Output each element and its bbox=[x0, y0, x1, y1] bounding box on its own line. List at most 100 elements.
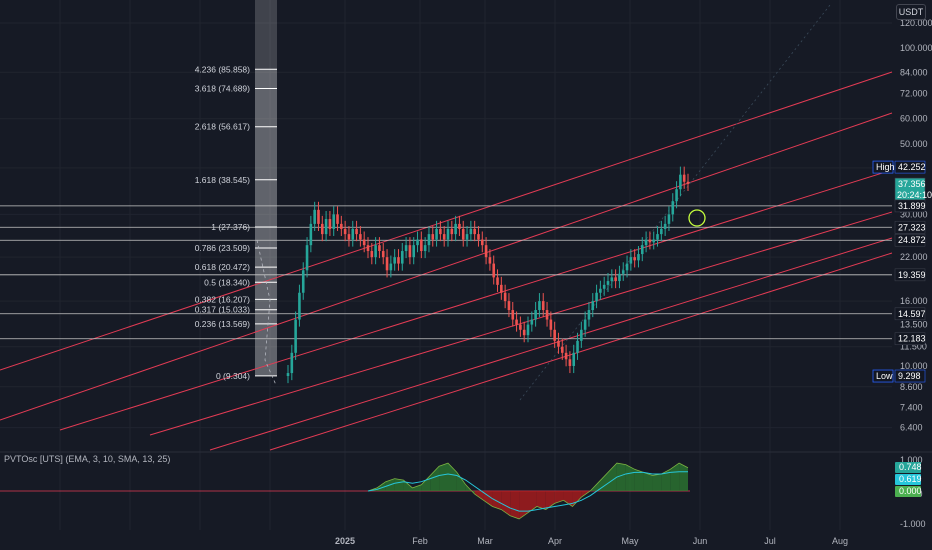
candle-body-48 bbox=[469, 228, 473, 235]
tag-value-5: 19.359 bbox=[898, 270, 926, 280]
candle-body-73 bbox=[564, 352, 568, 360]
candle-body-43 bbox=[450, 228, 454, 235]
candle-body-54 bbox=[492, 263, 496, 278]
candle-body-93 bbox=[640, 245, 644, 255]
candle-body-5 bbox=[305, 245, 309, 271]
osc-main-line bbox=[367, 462, 689, 520]
candle-body-81 bbox=[595, 292, 598, 302]
candle-body-52 bbox=[484, 245, 488, 258]
price-tick-19: 10.000 bbox=[900, 361, 928, 371]
fib-label-2: 0.317 (15.033) bbox=[195, 305, 250, 315]
time-label-4: May bbox=[621, 536, 639, 546]
fib-label-1: 0.236 (13.569) bbox=[195, 319, 250, 329]
channel-line-4 bbox=[209, 237, 893, 451]
candle-body-64 bbox=[530, 319, 534, 325]
osc-tag-bg-2 bbox=[895, 486, 921, 497]
candle-body-59 bbox=[511, 310, 515, 320]
tag-value-0: 42.252 bbox=[898, 162, 926, 172]
tag-label-0: High bbox=[876, 162, 895, 172]
candle-body-62 bbox=[522, 329, 526, 336]
time-axis: 2025 Feb Mar Apr May Jun Jul Aug bbox=[335, 536, 848, 546]
price-tick-0: 120.000 bbox=[900, 18, 932, 28]
candle-body-13 bbox=[336, 214, 339, 224]
price-tick-1: 100.000 bbox=[900, 43, 932, 53]
candle-body-29 bbox=[397, 257, 400, 264]
osc-area-30 bbox=[634, 469, 644, 491]
fib-label-3: 0.382 (16.207) bbox=[195, 294, 250, 304]
price-tick-9: 30.000 bbox=[900, 209, 928, 219]
tag-value-6: 14.597 bbox=[898, 309, 926, 319]
tag-label-bg-0 bbox=[872, 160, 894, 174]
candle-body-66 bbox=[538, 301, 541, 311]
candle-body-103 bbox=[679, 174, 682, 190]
candle-body-57 bbox=[503, 292, 507, 302]
candle-body-45 bbox=[458, 223, 461, 229]
candle-body-18 bbox=[355, 228, 358, 235]
channel-line-2 bbox=[59, 169, 893, 431]
price-tick-4: 60.000 bbox=[900, 114, 928, 124]
osc-area-15 bbox=[501, 491, 511, 516]
candle-body-70 bbox=[553, 329, 556, 341]
fib-label-5: 0.618 (20.472) bbox=[195, 262, 250, 272]
candle-body-85 bbox=[610, 277, 614, 282]
candle-body-22 bbox=[370, 251, 374, 258]
candle-body-38 bbox=[431, 234, 435, 240]
candle-body-26 bbox=[385, 257, 389, 271]
osc-area-34 bbox=[670, 463, 680, 491]
fib-label-10: 3.618 (74.689) bbox=[195, 83, 250, 93]
candle-body-86 bbox=[614, 277, 617, 282]
osc-area-3 bbox=[394, 478, 404, 491]
osc-area-4 bbox=[403, 480, 413, 491]
tag-bg-6 bbox=[894, 307, 926, 321]
osc-signal-line bbox=[367, 471, 688, 512]
candle-body-98 bbox=[660, 228, 663, 235]
tag-bg-3 bbox=[894, 220, 926, 234]
candle-body-78 bbox=[583, 319, 587, 330]
candle-body-0 bbox=[286, 373, 290, 376]
candle-body-19 bbox=[359, 234, 362, 240]
osc-area-13 bbox=[483, 491, 493, 507]
channel-line-3 bbox=[149, 211, 893, 436]
candle-body-11 bbox=[328, 219, 332, 229]
candle-body-14 bbox=[340, 223, 343, 229]
osc-area-21 bbox=[554, 491, 564, 504]
candle-body-35 bbox=[420, 239, 423, 252]
candle-body-8 bbox=[317, 209, 320, 224]
candle-body-88 bbox=[621, 270, 625, 274]
candle-body-37 bbox=[427, 234, 431, 246]
price-tick-14: 16.000 bbox=[900, 296, 928, 306]
price-tick-16: 13.500 bbox=[900, 320, 928, 330]
currency-button[interactable]: USDT bbox=[896, 4, 926, 20]
osc-area-19 bbox=[536, 491, 546, 510]
candle-body-92 bbox=[637, 254, 640, 261]
candle-body-90 bbox=[629, 257, 633, 264]
osc-area-5 bbox=[412, 484, 422, 491]
candle-body-27 bbox=[389, 263, 393, 271]
indicator-title: PVTOsc [UTS] (EMA, 3, 10, SMA, 13, 25) bbox=[4, 454, 171, 464]
candle-body-75 bbox=[572, 352, 576, 366]
tag-bg-7 bbox=[894, 332, 926, 346]
candle-body-89 bbox=[625, 263, 629, 271]
tag-value-7: 12.183 bbox=[898, 334, 926, 344]
candle-body-25 bbox=[381, 251, 385, 258]
candle-body-24 bbox=[378, 245, 381, 252]
osc-tag-2: 0.000 bbox=[899, 486, 922, 496]
candle-body-32 bbox=[408, 245, 412, 258]
target-circle bbox=[688, 209, 706, 227]
candle-body-76 bbox=[576, 340, 579, 353]
candle-body-87 bbox=[618, 273, 621, 282]
candle-body-94 bbox=[644, 239, 648, 246]
price-tick-12: 22.000 bbox=[900, 252, 928, 262]
fib-label-9: 2.618 (56.617) bbox=[195, 122, 250, 132]
time-label-2: Mar bbox=[477, 536, 493, 546]
fib-label-6: 0.786 (23.509) bbox=[195, 243, 250, 253]
candle-body-72 bbox=[560, 346, 564, 353]
fib-label-7: 1 (27.376) bbox=[211, 222, 250, 232]
tag-value-1: 37.356 bbox=[898, 179, 926, 189]
candle-body-96 bbox=[652, 239, 656, 243]
price-tick-5: 50.000 bbox=[900, 139, 928, 149]
candle-body-63 bbox=[526, 324, 530, 336]
candle-body-40 bbox=[439, 228, 442, 235]
tag-value-3: 27.323 bbox=[898, 222, 926, 232]
